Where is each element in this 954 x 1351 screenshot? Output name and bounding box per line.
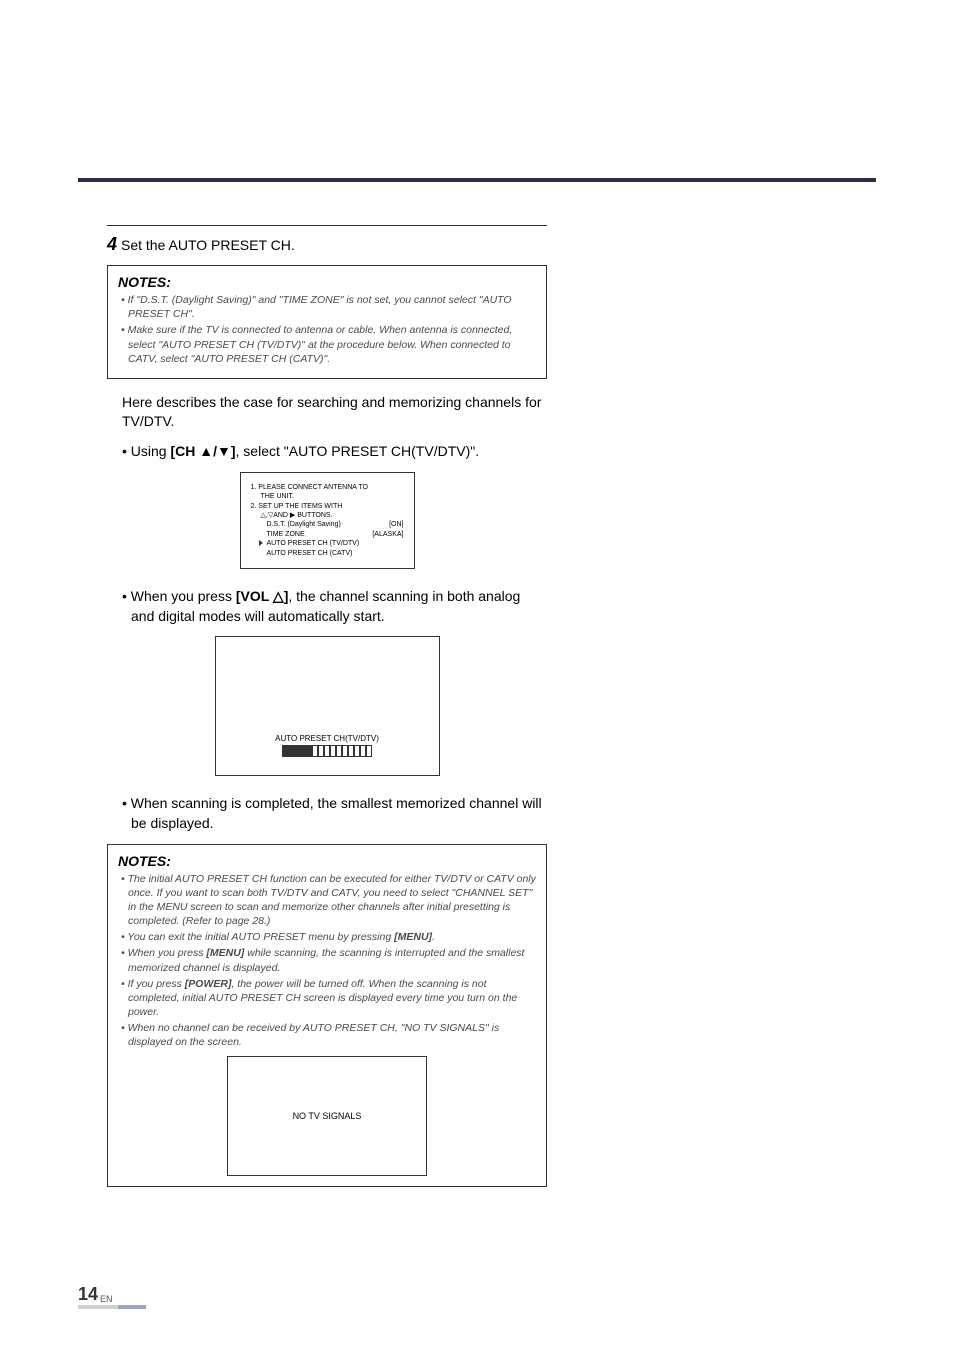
step-number: 4 <box>107 234 117 255</box>
bullet-prefix: • When you press <box>122 588 236 604</box>
dst-label: D.S.T. (Daylight Saving) <box>267 520 341 529</box>
progress-bar <box>282 745 372 757</box>
footer-dash-accent <box>118 1305 146 1309</box>
bullet-instruction-1: • Using [CH ▲/▼], select "AUTO PRESET CH… <box>107 442 547 462</box>
body-paragraph: Here describes the case for searching an… <box>107 393 547 432</box>
tz-label: TIME ZONE <box>267 530 305 539</box>
note-item: • If you press [POWER], the power will b… <box>118 977 536 1020</box>
note-item: • When no channel can be received by AUT… <box>118 1021 536 1049</box>
osd-screen-menu: 1. PLEASE CONNECT ANTENNA TO THE UNIT. 2… <box>240 472 415 570</box>
screen-line: 2. SET UP THE ITEMS WITH <box>251 502 404 511</box>
bullet-prefix: • Using <box>122 443 170 459</box>
bold-key: [CH ▲/▼] <box>170 443 235 459</box>
page-footer: 14 EN <box>78 1284 113 1305</box>
note-item: • Make sure if the TV is connected to an… <box>118 323 536 366</box>
preset-option: AUTO PRESET CH (TV/DTV) <box>266 540 359 547</box>
screen-line: 1. PLEASE CONNECT ANTENNA TO <box>251 483 404 492</box>
note-item: • If "D.S.T. (Daylight Saving)" and "TIM… <box>118 293 536 321</box>
bullet-instruction-2: • When you press [VOL △], the channel sc… <box>107 587 547 626</box>
page-number: 14 <box>78 1284 98 1305</box>
screen-row: D.S.T. (Daylight Saving) [ON] <box>251 520 404 529</box>
preset-progress-label: AUTO PRESET CH(TV/DTV) <box>275 734 379 743</box>
step-text: Set the AUTO PRESET CH. <box>121 237 295 253</box>
screen-row-selected: AUTO PRESET CH (TV/DTV) <box>251 539 404 548</box>
notes-title: NOTES: <box>118 853 536 869</box>
step-heading: 4 Set the AUTO PRESET CH. <box>107 234 547 255</box>
page-lang: EN <box>100 1294 113 1304</box>
notes-title: NOTES: <box>118 274 536 290</box>
notes-box-2: NOTES: • The initial AUTO PRESET CH func… <box>107 844 547 1187</box>
osd-screen-progress: AUTO PRESET CH(TV/DTV) <box>215 636 440 776</box>
note-item: • The initial AUTO PRESET CH function ca… <box>118 872 536 929</box>
top-header-bar <box>78 178 876 182</box>
footer-dash-grey <box>78 1305 118 1309</box>
notes-box-1: NOTES: • If "D.S.T. (Daylight Saving)" a… <box>107 265 547 379</box>
preset-option: AUTO PRESET CH (CATV) <box>251 549 404 558</box>
tz-value: [ALASKA] <box>372 530 403 539</box>
progress-segment <box>366 745 372 757</box>
bullet-instruction-3: • When scanning is completed, the smalle… <box>107 794 547 833</box>
screen-line: △,▽AND ▶ BUTTONS. <box>251 511 404 520</box>
main-content: 4 Set the AUTO PRESET CH. NOTES: • If "D… <box>107 225 547 1201</box>
screen-line: THE UNIT. <box>251 492 404 501</box>
dst-value: [ON] <box>389 520 403 529</box>
section-divider <box>107 225 547 226</box>
selection-marker-icon <box>259 540 263 546</box>
osd-screen-no-signal: NO TV SIGNALS <box>227 1056 427 1176</box>
note-item: • You can exit the initial AUTO PRESET m… <box>118 930 536 944</box>
bullet-suffix: , select "AUTO PRESET CH(TV/DTV)". <box>236 443 480 459</box>
note-item: • When you press [MENU] while scanning, … <box>118 946 536 974</box>
no-signal-text: NO TV SIGNALS <box>293 1111 362 1121</box>
screen-row: TIME ZONE [ALASKA] <box>251 530 404 539</box>
bold-key: [VOL △] <box>236 588 289 604</box>
